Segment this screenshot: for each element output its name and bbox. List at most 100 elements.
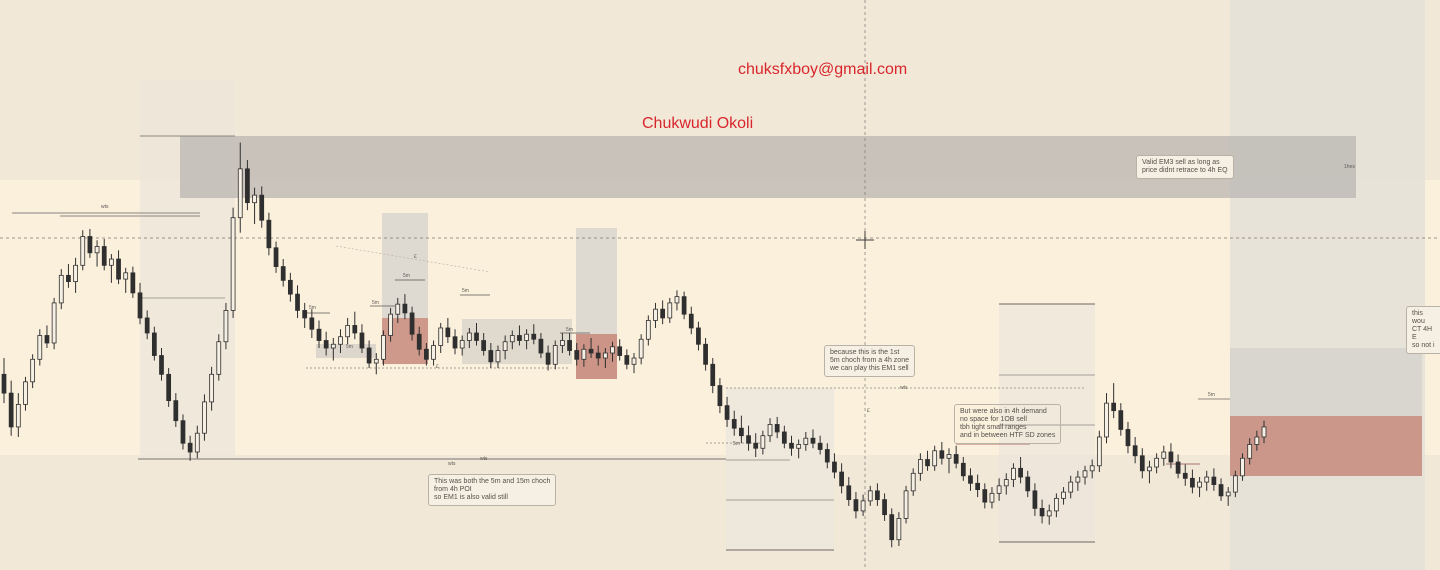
- candle-body: [15, 403, 21, 428]
- candle-body: [739, 427, 744, 437]
- candle-body: [982, 489, 988, 503]
- candle-body: [438, 327, 444, 346]
- order-block-right: [1230, 416, 1422, 476]
- candle-body: [896, 518, 902, 541]
- candle-body: [495, 350, 501, 363]
- candle-body: [474, 332, 479, 341]
- candle-body: [116, 258, 121, 280]
- candle-body: [545, 352, 551, 365]
- candle-body: [581, 348, 587, 360]
- candle-body: [1018, 467, 1023, 478]
- candle-body: [101, 246, 107, 266]
- candle-body: [889, 514, 895, 541]
- candle-body: [796, 444, 802, 449]
- candle-body: [223, 310, 229, 343]
- candle-body: [1011, 467, 1016, 480]
- candle-body: [781, 431, 787, 444]
- candle-body: [703, 343, 708, 365]
- candle-body: [867, 490, 873, 502]
- candle-body: [194, 432, 200, 453]
- candle-body: [538, 338, 544, 354]
- candle-body: [180, 420, 186, 444]
- candle-body: [1054, 497, 1059, 512]
- candle-body: [1168, 451, 1174, 463]
- candle-body: [445, 327, 451, 338]
- candle-body: [1096, 436, 1102, 467]
- candle-body: [688, 313, 694, 329]
- candle-body: [1082, 470, 1088, 478]
- candle-body: [409, 312, 415, 335]
- candle-body: [481, 340, 487, 351]
- candle-body: [774, 424, 780, 433]
- candle-body: [245, 168, 250, 204]
- candle-body: [653, 308, 658, 321]
- candle-body: [746, 435, 751, 444]
- candle-body: [459, 340, 465, 349]
- note-valid-em3: Valid EM3 sell as long as price didnt re…: [1136, 155, 1234, 179]
- label-e-bottom: £: [436, 364, 439, 370]
- candle-body: [660, 308, 666, 319]
- range-box-d: [999, 304, 1095, 542]
- candle-body: [624, 355, 630, 365]
- candle-body: [402, 303, 408, 314]
- candle-body: [66, 274, 71, 283]
- candle-body: [875, 490, 880, 501]
- candle-body: [810, 437, 816, 444]
- candle-body: [388, 313, 393, 336]
- candle-body: [338, 336, 343, 345]
- candle-body: [273, 247, 279, 267]
- candle-body: [817, 442, 823, 450]
- candle-body: [567, 340, 572, 351]
- candle-body: [359, 332, 365, 349]
- candle-body: [1068, 481, 1074, 493]
- candle-body: [109, 258, 114, 266]
- candle-body: [123, 272, 129, 280]
- candle-body: [452, 336, 458, 349]
- candle-body: [1075, 476, 1081, 483]
- candle-body: [323, 340, 329, 349]
- label-5m-e: 5m: [462, 288, 469, 294]
- candle-body: [724, 405, 730, 420]
- candle-body: [1118, 410, 1124, 430]
- candle-body: [882, 499, 887, 516]
- candle-body: [846, 485, 852, 501]
- candle-body: [431, 345, 436, 360]
- candle-body: [631, 357, 637, 365]
- candle-body: [853, 499, 859, 512]
- candle-body: [552, 345, 558, 365]
- candle-body: [1197, 481, 1202, 488]
- candle-body: [187, 442, 193, 453]
- candle-body: [1225, 491, 1231, 497]
- label-wts-bottom: wts: [448, 461, 456, 467]
- candle-body: [968, 475, 973, 484]
- candle-body: [216, 341, 222, 375]
- candle-body: [917, 459, 923, 474]
- note-demand: But were also in 4h demand no space for …: [954, 404, 1062, 444]
- candle-body: [1232, 475, 1238, 493]
- candle-body: [345, 325, 351, 338]
- label-box-tag: 1hes: [1344, 164, 1355, 170]
- candle-body: [696, 327, 701, 345]
- candle-body: [1254, 436, 1260, 445]
- candle-body: [939, 450, 945, 459]
- candle-body: [860, 500, 866, 512]
- candle-body: [674, 296, 680, 304]
- label-5m-f: 5m: [566, 327, 573, 333]
- candle-body: [560, 340, 565, 346]
- candle-body: [960, 462, 966, 477]
- candle-body: [366, 347, 372, 364]
- candle-body: [1089, 465, 1095, 472]
- candle-body: [159, 355, 164, 375]
- right-session-highlight: [1230, 0, 1425, 570]
- note-both-choch: This was both the 5m and 15m choch from …: [428, 474, 557, 506]
- supply-box-right: [1230, 348, 1422, 416]
- candle-body: [80, 236, 86, 266]
- candle-body: [1204, 476, 1210, 483]
- candle-body: [710, 363, 716, 386]
- candle-body: [617, 346, 623, 356]
- candle-body: [1154, 457, 1159, 468]
- candle-body: [946, 454, 952, 459]
- candle-body: [1190, 477, 1195, 488]
